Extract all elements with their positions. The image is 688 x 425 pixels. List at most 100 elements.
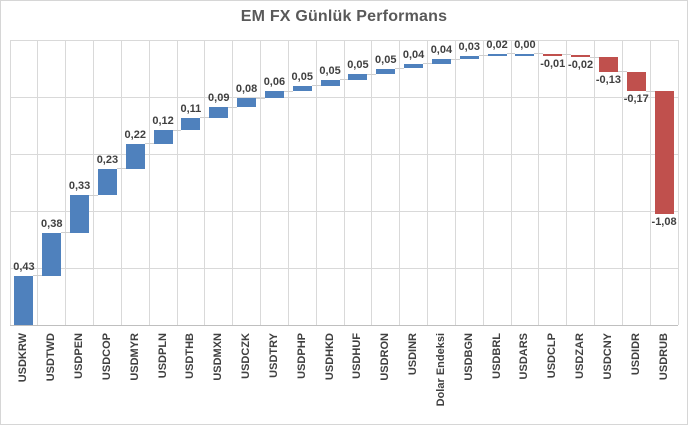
x-axis-label: USDHKD — [323, 333, 336, 381]
bar-value-label: 0,05 — [375, 53, 397, 66]
positive-bar[interactable] — [487, 53, 507, 56]
connector-line — [423, 63, 432, 65]
bar-value-label: 0,23 — [96, 153, 119, 166]
v-gridline — [427, 40, 428, 325]
connector-line — [645, 90, 655, 92]
v-gridline — [343, 40, 345, 325]
bar-value-label: 0,22 — [124, 128, 146, 141]
positive-bar[interactable] — [97, 168, 117, 196]
bar-value-label: 0,03 — [458, 40, 480, 53]
positive-bar[interactable] — [348, 74, 368, 80]
x-axis-label: USDPHP — [295, 333, 308, 379]
connector-line — [367, 73, 377, 75]
bar-value-label: 0,09 — [208, 92, 230, 105]
positive-bar[interactable] — [14, 275, 34, 325]
x-axis-label: USDCLP — [546, 333, 559, 379]
x-axis-label: USDRON — [379, 333, 392, 381]
positive-bar[interactable] — [404, 63, 424, 69]
connector-line — [534, 53, 544, 55]
x-axis-label: USDPEN — [73, 333, 86, 379]
v-gridline — [621, 40, 623, 325]
v-gridline — [120, 40, 122, 325]
v-gridline — [148, 40, 150, 325]
positive-bar[interactable] — [153, 130, 173, 144]
negative-bar[interactable] — [543, 53, 563, 56]
x-axis-label: USDTWD — [45, 333, 58, 382]
positive-bar[interactable] — [42, 232, 62, 276]
positive-bar[interactable] — [320, 79, 340, 86]
connector-line — [617, 71, 627, 73]
v-gridline — [510, 40, 512, 325]
x-axis-label: USDPLN — [156, 333, 169, 379]
positive-bar[interactable] — [515, 53, 535, 56]
bar-value-label: 0,02 — [486, 38, 508, 51]
bar-value-label: 0,05 — [291, 70, 313, 83]
x-axis-label: USDBRL — [490, 333, 503, 379]
bar-value-label: -0,02 — [568, 59, 594, 72]
x-axis-label: Dolar Endeksi — [434, 333, 447, 407]
negative-bar[interactable] — [598, 57, 618, 72]
x-axis-label: USDINR — [407, 333, 420, 376]
connector-line — [395, 68, 405, 69]
x-axis-label: USDIDR — [629, 333, 642, 376]
bar-value-label: 0,43 — [13, 260, 35, 273]
v-gridline — [454, 40, 456, 325]
v-gridline — [287, 40, 289, 325]
positive-bar[interactable] — [70, 195, 90, 233]
connector-line — [590, 56, 599, 58]
v-gridline — [399, 40, 401, 325]
bar-value-label: 0,04 — [402, 48, 425, 61]
x-axis-label: USDTRY — [267, 333, 280, 378]
bar-value-label: 0,00 — [514, 38, 536, 51]
connector-line — [506, 53, 516, 55]
x-axis-label: USDHUF — [351, 333, 364, 379]
v-gridline — [371, 40, 373, 325]
connector-line — [256, 97, 265, 99]
bar-value-label: 0,38 — [41, 217, 63, 230]
bar-value-label: 0,06 — [263, 76, 286, 89]
x-axis-label: USDTHB — [184, 333, 197, 379]
positive-bar[interactable] — [209, 107, 229, 118]
bar-value-label: 0,05 — [347, 59, 369, 72]
connector-line — [61, 232, 71, 234]
bar-value-label: -0,17 — [623, 93, 649, 106]
v-gridline — [204, 40, 206, 325]
connector-line — [228, 106, 238, 108]
positive-bar[interactable] — [431, 59, 451, 64]
positive-bar[interactable] — [237, 98, 257, 108]
connector-line — [311, 85, 321, 87]
v-gridline — [538, 40, 540, 325]
positive-bar[interactable] — [376, 68, 396, 75]
x-axis-label: USDMYR — [128, 333, 141, 381]
x-axis-label: USDCOP — [100, 333, 113, 381]
negative-bar[interactable] — [654, 91, 674, 215]
bar-value-label: 0,12 — [152, 115, 174, 128]
x-axis-label: USDRUB — [657, 333, 670, 381]
negative-bar[interactable] — [626, 71, 646, 92]
negative-bar[interactable] — [571, 54, 591, 58]
bar-value-label: 0,05 — [319, 64, 341, 77]
v-gridline — [37, 40, 39, 325]
chart-title: EM FX Günlük Performans — [240, 8, 448, 25]
positive-bar[interactable] — [459, 55, 479, 60]
connector-line — [116, 168, 126, 170]
v-gridline — [677, 40, 679, 325]
connector-line — [144, 143, 154, 145]
connector-line — [562, 54, 572, 56]
x-axis-label: USDZAR — [574, 333, 587, 379]
connector-line — [339, 79, 349, 81]
positive-bar[interactable] — [292, 85, 312, 92]
positive-bar[interactable] — [125, 143, 145, 169]
positive-bar[interactable] — [264, 91, 284, 99]
positive-bar[interactable] — [181, 117, 201, 131]
bar-value-label: -0,01 — [540, 57, 566, 70]
connector-line — [172, 129, 182, 131]
connector-line — [450, 58, 460, 60]
v-gridline — [9, 40, 11, 325]
v-gridline — [649, 40, 651, 325]
x-axis-label: USDCZK — [240, 333, 253, 379]
x-axis-line — [10, 324, 678, 326]
v-gridline — [566, 40, 568, 325]
v-gridline — [482, 40, 484, 325]
connector-line — [200, 117, 210, 119]
